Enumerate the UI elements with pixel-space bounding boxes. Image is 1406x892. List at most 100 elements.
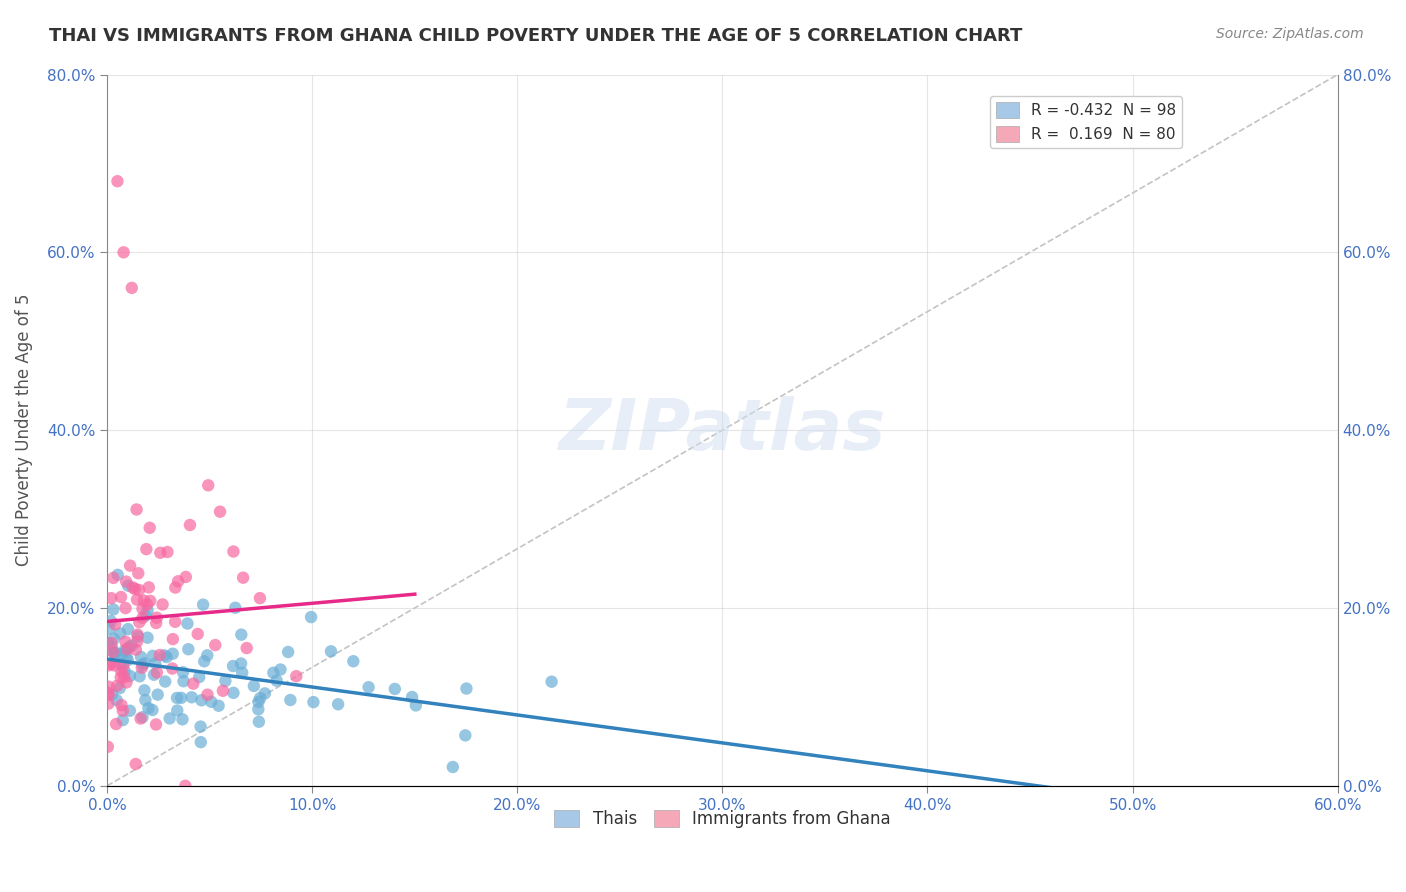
Point [249,591,271,606]
Point [190,735,212,749]
Point [172,674,194,689]
Point [114,634,136,648]
Point [97,686,120,700]
Point [118,640,141,654]
Point [162,662,184,676]
Point [174,570,197,584]
Point [110,665,132,679]
Point [249,691,271,706]
Point [146,665,169,680]
Point [232,571,254,585]
Point [222,686,245,700]
Point [149,546,172,560]
Point [277,645,299,659]
Point [117,653,139,667]
Point [118,669,141,683]
Point [97,680,120,694]
Point [280,693,302,707]
Point [146,611,169,625]
Point [156,545,179,559]
Point [131,611,153,625]
Point [105,693,128,707]
Point [166,703,188,717]
Point [111,713,134,727]
Text: ZIPatlas: ZIPatlas [558,396,886,465]
Point [197,478,219,492]
Point [145,615,167,630]
Point [319,644,342,658]
Point [131,657,153,672]
Point [110,590,132,604]
Point [247,702,270,716]
Point [139,594,162,608]
Point [253,686,276,700]
Point [104,617,127,632]
Point [231,627,253,641]
Point [243,679,266,693]
Point [357,680,380,694]
Point [153,648,176,663]
Point [97,697,120,711]
Point [266,673,288,688]
Point [134,693,156,707]
Point [111,704,134,718]
Point [247,714,270,729]
Point [299,610,322,624]
Point [125,592,148,607]
Point [165,581,187,595]
Point [136,603,159,617]
Point [101,688,124,702]
Legend: Thais, Immigrants from Ghana: Thais, Immigrants from Ghana [548,803,897,834]
Point [121,639,143,653]
Point [98,658,121,673]
Point [141,703,163,717]
Point [193,654,215,668]
Point [165,615,187,629]
Point [110,657,132,671]
Point [128,582,150,597]
Point [177,642,200,657]
Point [212,683,235,698]
Point [100,614,122,628]
Point [262,665,284,680]
Point [97,739,120,754]
Point [179,518,201,533]
Point [208,505,231,519]
Point [235,641,257,656]
Point [112,670,135,684]
Point [114,601,136,615]
Point [112,245,135,260]
Point [105,679,128,693]
Point [269,663,291,677]
Point [401,690,423,704]
Point [134,683,156,698]
Point [115,675,138,690]
Point [146,688,169,702]
Point [128,615,150,630]
Point [285,669,308,683]
Point [122,581,145,595]
Point [231,665,253,680]
Point [540,674,562,689]
Point [103,571,125,585]
Point [115,642,138,657]
Point [153,674,176,689]
Point [97,636,120,650]
Point [136,631,159,645]
Point [108,681,131,695]
Point [143,667,166,681]
Point [127,630,149,644]
Point [118,704,141,718]
Point [105,717,128,731]
Point [127,634,149,648]
Point [100,591,122,606]
Point [159,711,181,725]
Point [134,657,156,671]
Point [114,664,136,678]
Point [101,645,124,659]
Point [97,688,120,702]
Point [180,690,202,705]
Point [342,654,364,668]
Point [114,643,136,657]
Point [162,647,184,661]
